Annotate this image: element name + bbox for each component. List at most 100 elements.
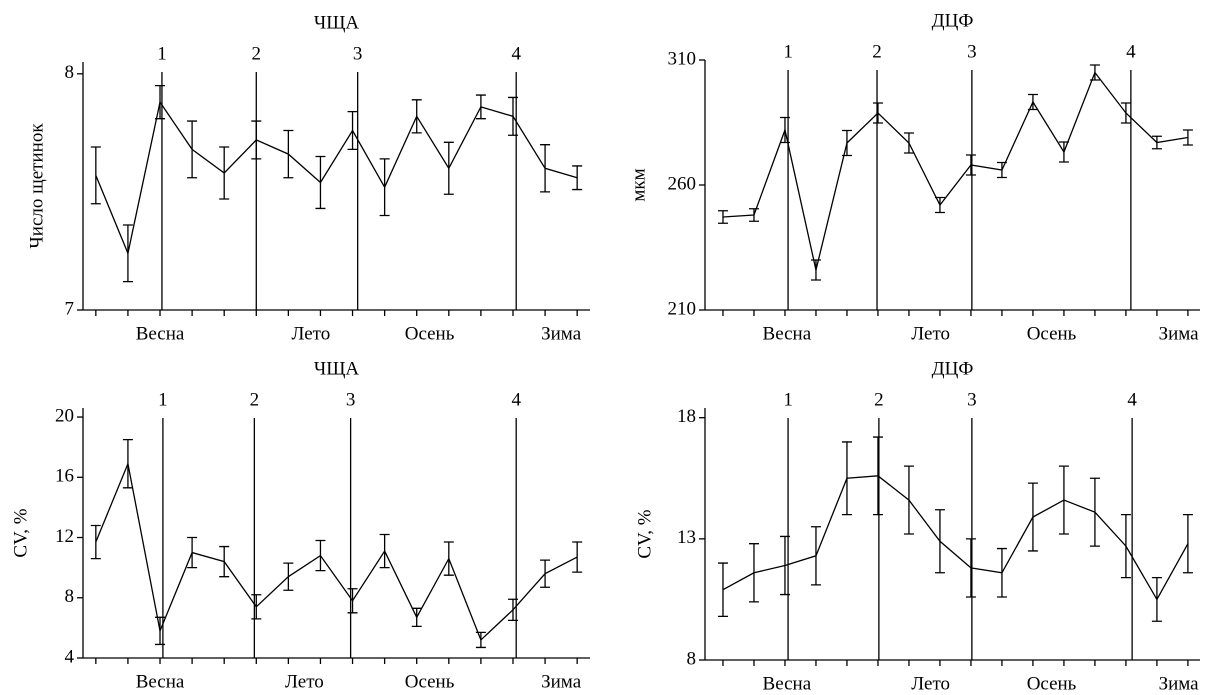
x-tick-label: Осень — [1027, 323, 1077, 344]
error-bar — [475, 94, 486, 120]
y-tick-label: 16 — [55, 466, 74, 487]
season-marker-label: 2 — [874, 389, 884, 410]
error-bar — [996, 547, 1007, 598]
error-bar — [411, 607, 422, 628]
error-bar — [379, 158, 390, 217]
x-tick-label: Весна — [136, 323, 185, 344]
error-bar — [1058, 141, 1069, 163]
season-marker-label: 1 — [783, 41, 793, 62]
error-bar — [1151, 576, 1162, 622]
error-bar — [1120, 102, 1131, 124]
chart-title: ДЦФ — [932, 358, 974, 379]
error-bar — [934, 196, 945, 214]
x-tick-label: Зима — [1159, 673, 1200, 694]
chart-title: ЧЩА — [314, 358, 360, 379]
y-tick-label: 8 — [65, 62, 75, 83]
error-bar — [475, 631, 486, 649]
x-tick-label: Весна — [136, 671, 185, 692]
season-marker-label: 3 — [967, 41, 977, 62]
error-bar — [347, 588, 358, 614]
error-bar — [965, 154, 976, 176]
y-axis-label: мкм — [628, 168, 649, 201]
error-bar — [841, 129, 852, 157]
season-marker-label: 1 — [157, 43, 167, 64]
season-marker-label: 1 — [783, 389, 793, 410]
error-bar — [903, 465, 914, 535]
error-bar — [251, 120, 262, 160]
error-bar — [1058, 465, 1069, 535]
y-tick-label: 20 — [55, 405, 74, 426]
error-bar — [748, 543, 759, 603]
error-bar — [1027, 93, 1038, 111]
error-bar — [315, 539, 326, 572]
error-bar — [872, 436, 883, 516]
y-tick-label: 13 — [677, 527, 696, 548]
season-marker-label: 3 — [967, 389, 977, 410]
x-tick-label: Лето — [911, 673, 950, 694]
y-axis-label: CV, % — [10, 508, 31, 557]
x-tick-label: Лето — [285, 671, 324, 692]
y-tick-label: 8 — [65, 586, 75, 607]
error-bar — [872, 102, 883, 124]
chart-title: ЧЩА — [314, 12, 360, 33]
error-bar — [810, 259, 821, 281]
error-bar — [1151, 135, 1162, 150]
x-tick-label: Осень — [405, 323, 455, 344]
y-tick-label: 210 — [668, 298, 697, 319]
error-bar — [411, 99, 422, 134]
season-marker-label: 2 — [872, 41, 882, 62]
error-bar — [90, 524, 101, 560]
error-bar — [219, 146, 230, 200]
error-bar — [1089, 64, 1100, 81]
data-line — [95, 100, 578, 256]
error-bar — [1027, 482, 1038, 552]
error-bar — [779, 116, 790, 144]
error-bar — [122, 438, 133, 489]
error-bar — [717, 210, 728, 224]
x-tick-label: Осень — [405, 671, 455, 692]
error-bar — [283, 129, 294, 179]
error-bar — [90, 146, 101, 205]
error-bar — [748, 208, 759, 222]
error-bar — [1089, 477, 1100, 547]
error-bar — [841, 441, 852, 516]
error-bar — [996, 161, 1007, 179]
season-marker-label: 3 — [353, 43, 363, 64]
error-bar — [507, 598, 518, 621]
x-tick-label: Лето — [911, 323, 950, 344]
y-tick-label: 12 — [55, 526, 74, 547]
error-bar — [572, 541, 583, 573]
data-line — [722, 71, 1189, 271]
error-bar — [903, 132, 914, 154]
x-tick-label: Зима — [541, 323, 582, 344]
y-tick-label: 4 — [65, 646, 75, 667]
y-tick-label: 7 — [65, 298, 75, 319]
error-bar — [187, 120, 198, 179]
error-bar — [540, 559, 551, 588]
y-axis-label: Число щетинок — [26, 123, 47, 249]
chart-title: ДЦФ — [932, 10, 974, 31]
error-bar — [251, 594, 262, 620]
error-bar — [507, 96, 518, 136]
season-marker-label: 4 — [511, 389, 521, 410]
x-tick-label: Весна — [763, 323, 812, 344]
x-tick-label: Осень — [1027, 673, 1077, 694]
error-bar — [810, 526, 821, 586]
error-bar — [1182, 513, 1193, 574]
y-tick-label: 8 — [687, 648, 697, 669]
error-bar — [122, 224, 133, 283]
x-tick-label: Лето — [291, 323, 330, 344]
error-bar — [155, 616, 166, 646]
season-marker-label: 4 — [1127, 389, 1137, 410]
season-marker-label: 2 — [250, 389, 260, 410]
error-bar — [219, 545, 230, 578]
season-marker-label: 2 — [252, 43, 262, 64]
error-bar — [443, 541, 454, 576]
season-marker-label: 3 — [346, 389, 356, 410]
error-bar — [1120, 513, 1131, 579]
error-bar — [283, 562, 294, 591]
error-bar — [717, 562, 728, 618]
error-bar — [965, 538, 976, 598]
error-bar — [155, 84, 166, 120]
